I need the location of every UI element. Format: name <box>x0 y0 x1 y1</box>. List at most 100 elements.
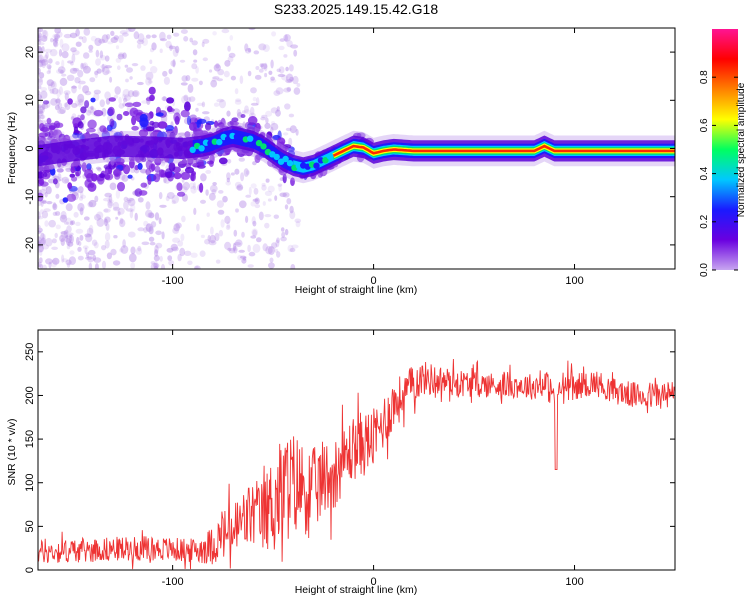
y-tick-label: 100 <box>24 474 36 492</box>
spectrogram-cell <box>179 59 186 63</box>
spectrogram-cell <box>153 266 158 269</box>
spectrogram-cell <box>100 64 108 69</box>
spectrogram-cell <box>281 231 286 238</box>
spectrogram-cell <box>287 244 294 253</box>
spectrogram-cell <box>38 224 41 229</box>
spectrogram-cell <box>168 260 175 266</box>
spectrogram-cell <box>214 120 219 128</box>
spectrogram-cell <box>94 70 99 76</box>
colorbar-label: Normalized spectral amplitude <box>736 82 747 217</box>
spectrogram-cell <box>226 221 231 229</box>
spectrogram-cell <box>94 263 99 269</box>
spectrogram-cell <box>38 60 44 68</box>
spectrogram-cell <box>165 40 172 49</box>
spectrogram-cell <box>104 192 112 198</box>
spectrogram-cell <box>41 35 48 42</box>
spectrogram-cell <box>59 77 68 86</box>
spectrogram-cell <box>235 98 242 102</box>
spectrogram-cell <box>284 204 289 210</box>
spectrogram-cell <box>131 125 139 131</box>
spectrogram-cell <box>84 100 90 109</box>
spectrogram-cell <box>110 30 115 36</box>
spectrogram-cell <box>159 255 163 262</box>
spectrogram-cell <box>240 172 245 182</box>
spectrogram-cell <box>159 48 163 54</box>
spectrogram-cell <box>92 254 97 261</box>
spectrogram-cell <box>122 88 130 98</box>
spectrogram-cell <box>65 259 72 266</box>
spectrogram-cell <box>50 37 54 43</box>
spectrogram-cell <box>68 232 74 236</box>
spectrogram-cell <box>211 77 218 82</box>
spectrogram-cell <box>95 166 101 170</box>
spectrogram-cell <box>241 231 245 238</box>
spectrogram-cell <box>157 121 168 129</box>
spectrogram-cell <box>279 141 285 151</box>
spectrogram-cell <box>54 35 59 44</box>
spectrogram-cell <box>84 247 88 254</box>
spectrogram-cell <box>75 221 81 227</box>
spectrogram-cell <box>122 164 131 175</box>
spectrogram-cell <box>71 50 80 56</box>
spectrogram-cell <box>212 182 217 186</box>
spectrogram-cell <box>61 43 70 52</box>
spectrogram-cell <box>187 96 192 103</box>
spectrogram-cell <box>290 177 295 186</box>
spectrogram-cell <box>183 36 189 42</box>
spectrogram-cell <box>122 239 126 248</box>
spectrogram-cell <box>140 182 148 188</box>
spectrogram-cell <box>102 66 110 76</box>
spectrogram-cell <box>60 231 68 235</box>
snr-axes: -100 0 100 0 50 100 150 200 250 <box>24 330 675 588</box>
spectrogram-cell <box>137 33 145 43</box>
x-tick-label: 100 <box>565 275 583 287</box>
spectrogram-cell <box>209 234 216 244</box>
spectrogram-cell <box>206 212 210 217</box>
spectrogram-cell <box>81 36 87 44</box>
spectrogram-cell <box>145 223 154 232</box>
spectrogram-cell <box>46 64 52 70</box>
spectrogram-cell <box>68 234 73 239</box>
spectrogram-cell <box>184 101 191 112</box>
spectrogram-cell <box>232 243 237 251</box>
spectrogram-cell <box>38 32 43 38</box>
spectrogram-cell <box>248 28 256 31</box>
spectrogram-cell <box>289 247 296 253</box>
spectrogram-cell <box>248 186 252 196</box>
spectrogram-cell <box>265 246 273 255</box>
spectrogram-cell <box>65 203 73 212</box>
spectrogram-cell <box>38 45 43 54</box>
spectrogram-cell <box>286 73 294 83</box>
spectrogram-cell <box>107 106 115 116</box>
spectrogram-cell <box>58 49 63 57</box>
spectrogram-cell <box>128 156 135 162</box>
spectrogram-cell <box>49 88 55 94</box>
spectrogram-cell <box>172 237 181 243</box>
spectrogram-cell <box>137 227 145 232</box>
y-tick-label: 150 <box>24 430 36 448</box>
spectrogram-cell <box>103 208 111 213</box>
spectrogram-cell <box>317 157 325 164</box>
spectrogram-cell <box>270 122 279 131</box>
spectrogram-cell <box>181 215 186 223</box>
spectrogram-cell <box>227 159 232 164</box>
spectrogram-cell <box>65 217 72 226</box>
spectrogram-cell <box>38 178 45 186</box>
spectrogram-cell <box>66 74 75 82</box>
spectrogram-cell <box>150 221 157 228</box>
spectrogram-cell <box>65 167 72 173</box>
spectrogram-cell <box>159 31 166 41</box>
spectrogram-cell <box>179 247 186 257</box>
spectrogram-cell <box>129 210 134 219</box>
spectrogram-cell <box>113 35 119 40</box>
spectrogram-cell <box>93 242 99 249</box>
spectrogram-cell <box>106 157 110 164</box>
spectrogram-cell <box>148 236 155 242</box>
spectrogram-cell <box>188 182 195 190</box>
spectrogram-cell <box>284 103 291 110</box>
spectrogram-cell <box>69 220 74 226</box>
spectrogram-cell <box>46 201 53 205</box>
spectrogram-cell <box>40 59 49 66</box>
spectrogram-cell <box>127 174 133 179</box>
